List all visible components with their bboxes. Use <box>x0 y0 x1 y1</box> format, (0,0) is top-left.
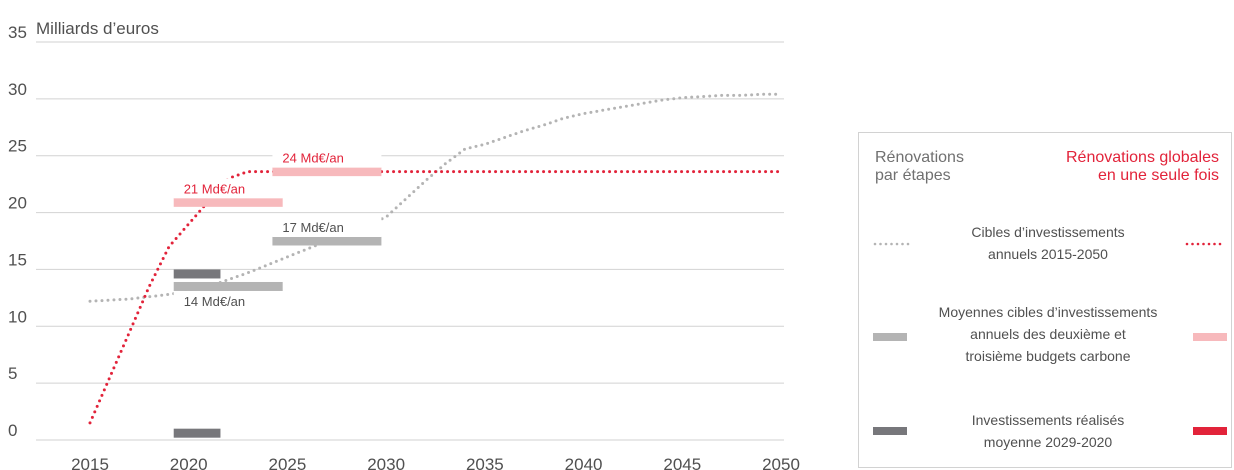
x-tick-label: 2050 <box>762 455 800 470</box>
y-tick-label: 10 <box>8 307 27 326</box>
realised-bar <box>173 269 221 279</box>
average-bar <box>173 281 283 291</box>
legend: Rénovations par étapes Rénovations globa… <box>858 132 1232 468</box>
legend-row-moyennes: Moyennes cibles d’investissements annuel… <box>923 301 1173 367</box>
legend-header-globales: Rénovations globales en une seule fois <box>1066 149 1219 185</box>
y-tick-label: 0 <box>8 421 17 440</box>
legend-header-etapes-line: Rénovations <box>875 149 964 166</box>
legend-swatch-etapes-line <box>873 242 913 246</box>
legend-row-text: moyenne 2029-2020 <box>983 434 1113 450</box>
legend-swatch-etapes-average <box>873 333 907 341</box>
average-bar <box>272 167 382 177</box>
legend-row-text: troisième budgets carbone <box>965 348 1131 364</box>
average-label-background <box>272 147 382 168</box>
legend-row-text: annuels des deuxième et <box>970 326 1126 342</box>
average-bar <box>173 197 283 207</box>
legend-header-etapes-line: par étapes <box>875 167 951 184</box>
y-axis-label: Milliards d’euros <box>36 19 159 38</box>
legend-swatch-globales-realised <box>1193 427 1227 435</box>
legend-swatch-globales-line <box>1185 242 1225 246</box>
legend-header-globales-line: en une seule fois <box>1098 167 1219 184</box>
y-tick-label: 30 <box>8 80 27 99</box>
y-tick-label: 15 <box>8 250 27 269</box>
legend-swatch-globales-average <box>1193 333 1227 341</box>
average-bar <box>272 236 382 246</box>
legend-swatch-etapes-realised <box>873 427 907 435</box>
y-tick-label: 20 <box>8 194 27 213</box>
average-label: 14 Md€/an <box>184 294 245 309</box>
legend-header-etapes: Rénovations par étapes <box>875 149 964 185</box>
legend-row-text: Cibles d’investissements <box>971 224 1125 240</box>
average-label: 24 Md€/an <box>282 151 343 166</box>
y-tick-label: 35 <box>8 23 27 42</box>
average-label: 17 Md€/an <box>282 220 343 235</box>
x-tick-label: 2020 <box>170 455 208 470</box>
x-tick-label: 2015 <box>71 455 109 470</box>
legend-row-text: Investissements réalisés <box>971 412 1125 428</box>
realised-bar <box>173 428 221 438</box>
y-axis: 0 5 10 15 20 25 30 35 <box>8 23 27 440</box>
legend-row-cibles: Cibles d’investissements annuels 2015-20… <box>923 221 1173 265</box>
legend-row-text: annuels 2015-2050 <box>988 246 1108 262</box>
average-label: 21 Md€/an <box>184 181 245 196</box>
gridlines <box>36 41 784 441</box>
legend-header-globales-line: Rénovations globales <box>1066 149 1219 166</box>
x-tick-label: 2040 <box>565 455 603 470</box>
average-label-background <box>272 217 382 237</box>
average-label-background <box>173 178 283 199</box>
legend-row-text: Moyennes cibles d’investissements <box>938 304 1158 320</box>
chart-marks: 14 Md€/an 17 Md€/an 21 Md€/an 24 Md€/an <box>88 92 783 438</box>
x-axis: 2015 2020 2025 2030 2035 2040 2045 2050 <box>71 455 800 470</box>
legend-row-realises: Investissements réalisés moyenne 2029-20… <box>923 409 1173 453</box>
average-label-background <box>173 290 283 311</box>
x-tick-label: 2045 <box>663 455 701 470</box>
y-tick-label: 25 <box>8 137 27 156</box>
x-tick-label: 2025 <box>269 455 307 470</box>
y-tick-label: 5 <box>8 364 17 383</box>
x-tick-label: 2030 <box>367 455 405 470</box>
x-tick-label: 2035 <box>466 455 504 470</box>
